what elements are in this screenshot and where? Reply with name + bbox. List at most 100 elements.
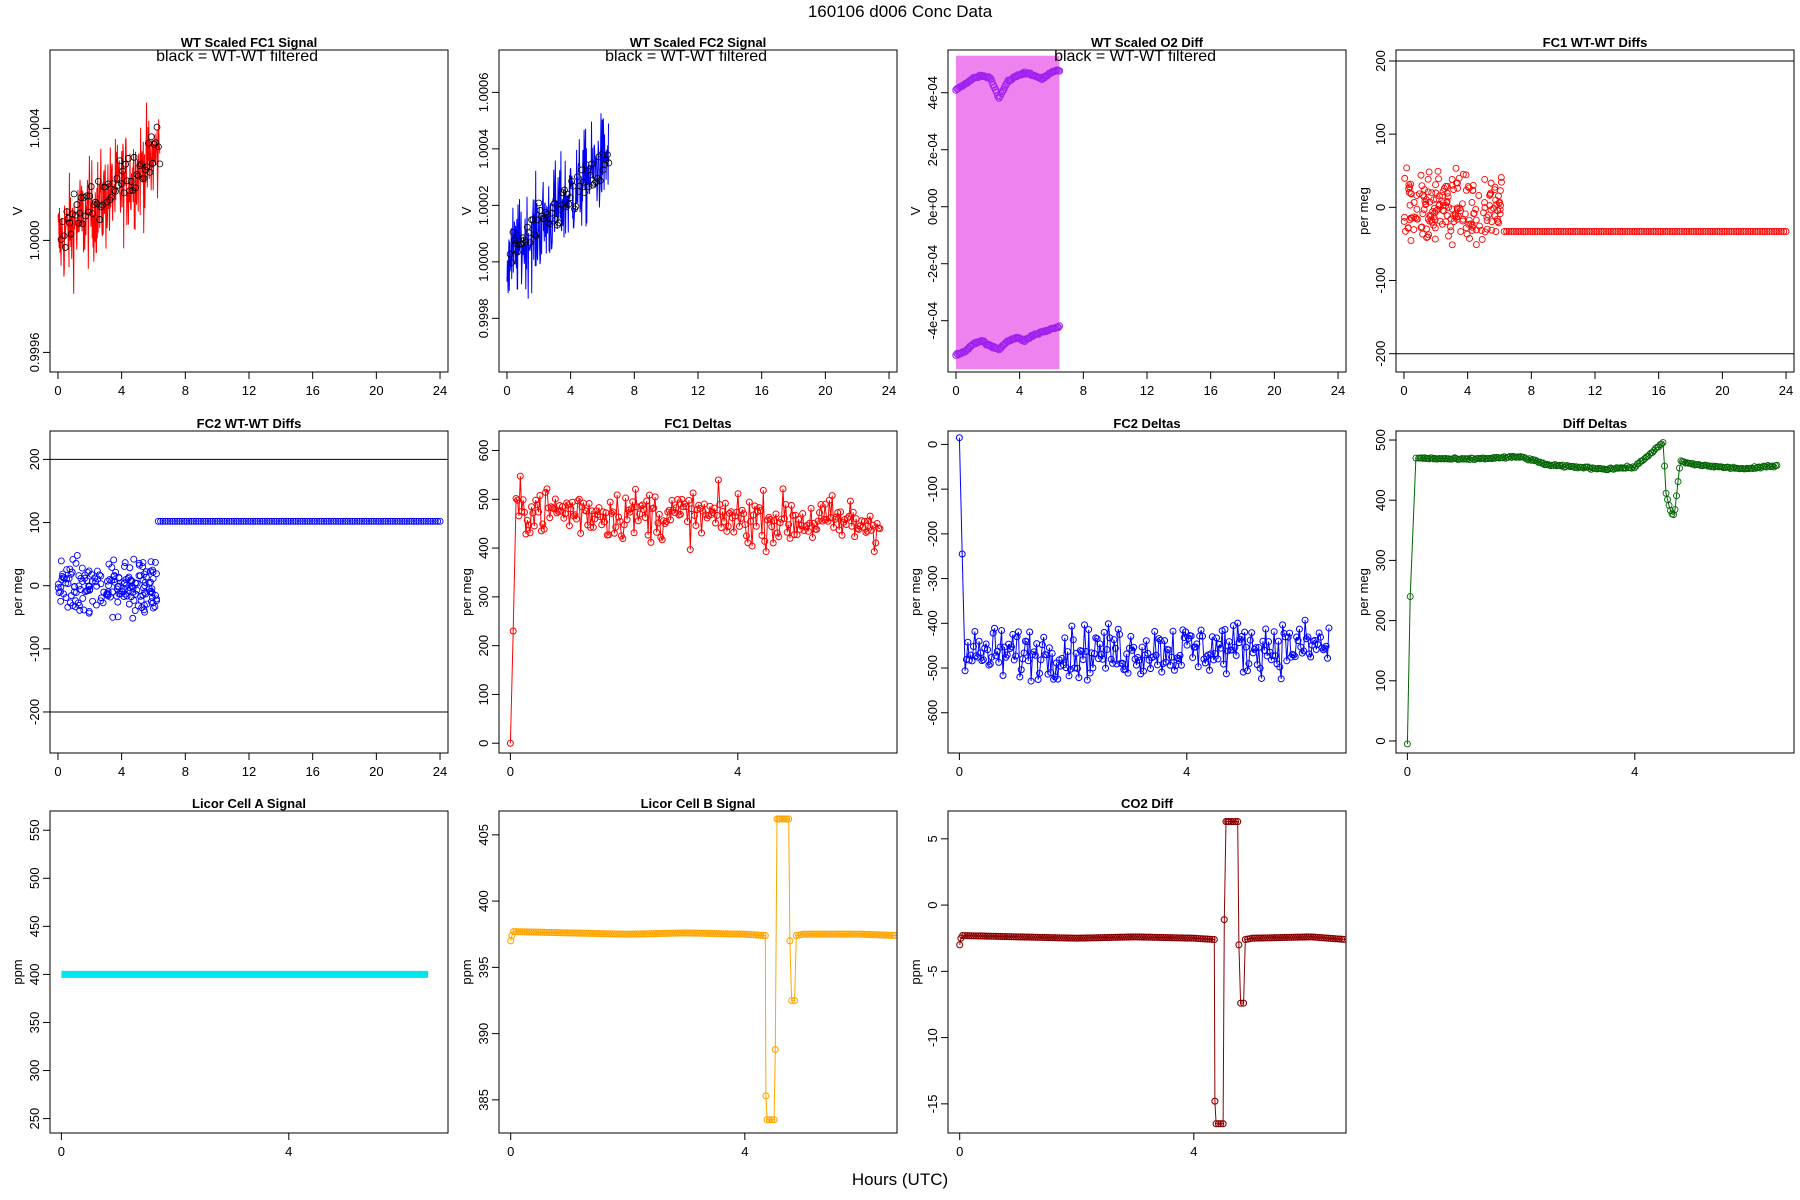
- panel-7-series-0-point: [1220, 660, 1228, 668]
- panel-11-series-0-point: [1318, 934, 1326, 942]
- panel-5-series-0-point: [140, 570, 148, 578]
- panel-4-series-0-point: [1418, 223, 1426, 231]
- panel-11-series-0-point: [1338, 935, 1346, 943]
- panel-5-series-1-point: [417, 517, 425, 525]
- panel-4-series-1-point: [1607, 228, 1615, 235]
- panel-7-series-0-point: [1304, 633, 1312, 641]
- panel-4-series-0-point: [1462, 171, 1470, 179]
- panel-10-series-0-point: [516, 928, 524, 936]
- panel-4-series-0-point: [1439, 206, 1447, 214]
- panel-1-series-1-point: [127, 178, 135, 185]
- panel-5-series-0-point: [141, 589, 149, 597]
- panel-2-series-1-point: [521, 236, 528, 244]
- panel-5-series-1-point: [436, 517, 444, 525]
- panel-7-series-0-point: [1114, 625, 1122, 633]
- panel-6-series-0-point: [730, 528, 738, 536]
- panel-6-series-0-point: [706, 502, 714, 510]
- panel-6-series-0-point: [623, 516, 631, 524]
- panel-4-series-1-point: [1657, 228, 1664, 235]
- panel-4-ytick-label: -200: [1373, 341, 1388, 367]
- panel-7-series-0-point: [1211, 650, 1219, 658]
- panel-7-ytick-label: 0: [925, 441, 940, 448]
- panel-2-series-1-point: [546, 220, 554, 228]
- panel-6-series-0-point: [845, 512, 853, 520]
- panel-6-series-0-point: [631, 485, 639, 493]
- panel-4-series-1-point: [1775, 228, 1783, 235]
- panel-7-series-0-point: [979, 656, 987, 664]
- panel-6-series-0-point: [780, 514, 788, 522]
- panel-5-series-1-point: [344, 517, 352, 525]
- panel-5-series-1-point: [199, 517, 207, 525]
- panel-7-ylabel: per meg: [908, 568, 923, 616]
- panel-4-series-1-point: [1631, 228, 1638, 235]
- panel-7-series-0-point: [1222, 670, 1230, 678]
- figure-xlabel: Hours (UTC): [851, 1170, 949, 1189]
- panel-10-series-0-point: [741, 930, 749, 938]
- panel-1-series-1-point: [107, 193, 115, 201]
- panel-6-series-0-point: [616, 517, 624, 525]
- panel-7-series-0-point: [1138, 643, 1146, 651]
- panel-2-group: 0 4 8 12 16 20 24 0.9998 1.0000 1.0002 1.0004 1.000…: [459, 35, 898, 398]
- panel-6-series-0-point: [572, 515, 580, 523]
- panel-8-series-0-point: [1674, 478, 1682, 486]
- panel-9-ytick-label: 350: [27, 1012, 42, 1034]
- panel-8-series-0-point: [1406, 593, 1414, 600]
- panel-7-series-0-point: [1045, 644, 1053, 652]
- panel-10-xtick-label: 4: [741, 1144, 748, 1159]
- panel-5-series-0-point: [66, 565, 74, 573]
- panel-7-series-0-point: [1300, 647, 1308, 655]
- panel-6-series-0-point: [641, 513, 649, 521]
- panel-5-series-1-point: [164, 517, 172, 525]
- panel-4-series-1-point: [1716, 228, 1724, 235]
- panel-6-series-0-point: [509, 627, 517, 635]
- panel-7-series-0-point: [1106, 634, 1114, 642]
- panel-6-series-0-point: [832, 513, 840, 521]
- panel-7-series-0-point: [1272, 652, 1280, 660]
- panel-6-series-0-point: [630, 529, 638, 537]
- panel-4-series-0-point: [1497, 178, 1505, 186]
- panel-6-group: 0 4 0 100 200 300 400 500 600 FC1 Deltas per meg: [459, 416, 898, 779]
- panel-7-series-0-point: [1100, 628, 1108, 636]
- panel-5-series-1-point: [157, 517, 165, 525]
- panel-7-series-0-point: [1037, 656, 1045, 664]
- panel-5-series-0-point: [79, 594, 87, 602]
- panel-4-series-1-point: [1758, 228, 1766, 235]
- panel-10-series-0-point: [759, 931, 767, 939]
- panel-11-series-0-point: [1217, 1120, 1225, 1128]
- panel-8-series-0-point: [1749, 465, 1757, 473]
- panel-5-series-1-point: [339, 517, 347, 525]
- panel-10-ytick-label: 400: [476, 890, 491, 912]
- panel-5-series-1-point: [415, 517, 423, 525]
- panel-5-series-1-point: [223, 517, 231, 525]
- panel-5-series-0-point: [109, 613, 117, 621]
- panel-6-series-0-point: [672, 504, 680, 512]
- panel-10-series-0-point: [554, 929, 562, 937]
- panel-4-series-1-point: [1782, 228, 1790, 235]
- panel-3-ytick-label: -4e-04: [925, 302, 940, 340]
- panel-4-series-0-point: [1491, 183, 1499, 191]
- panel-6-series-0-point: [543, 485, 551, 493]
- panel-2-series-1-point: [586, 171, 594, 179]
- panel-4-series-0-point: [1412, 214, 1420, 222]
- panel-2-ytick-label: 1.0002: [476, 185, 491, 225]
- panel-4-series-0-point: [1448, 205, 1456, 213]
- panel-7-title: FC2 Deltas: [1113, 416, 1180, 431]
- panel-4-series-1-point: [1728, 228, 1736, 235]
- panel-6-series-0-point: [565, 522, 573, 530]
- panel-5-series-0-point: [57, 557, 65, 565]
- panel-5-series-1-point: [228, 517, 236, 525]
- panel-8-series-0-point: [1673, 492, 1680, 500]
- panel-5-series-1-point: [178, 517, 186, 525]
- panel-6-series-0-point: [723, 527, 731, 535]
- panel-4-series-1-point: [1676, 228, 1683, 235]
- panel-7-series-0-point: [1277, 675, 1285, 683]
- panel-4-series-0-point: [1477, 226, 1485, 234]
- panel-7-series-0-point: [996, 643, 1004, 651]
- panel-6-series-0-point: [773, 529, 781, 537]
- panel-6-series-0-point: [626, 508, 634, 516]
- panel-11-series-0-point: [981, 932, 989, 940]
- panel-4-series-1-point: [1581, 228, 1589, 235]
- panel-6-series-0-point: [851, 533, 859, 541]
- panel-10-series-0-point: [776, 815, 784, 823]
- panel-6-series-0-point: [639, 501, 647, 509]
